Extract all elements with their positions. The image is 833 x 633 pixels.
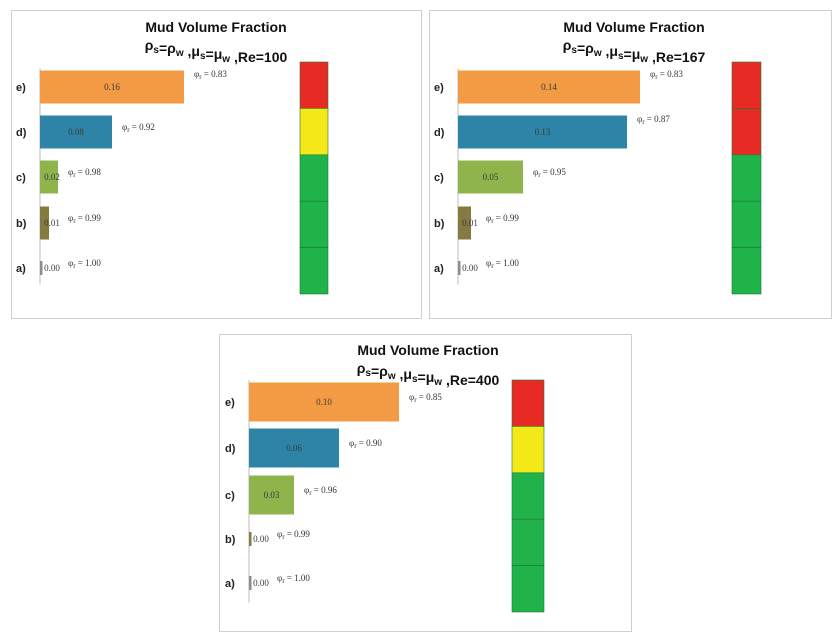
bar-chart-re167: Mud Volume Fraction ρs=ρw ,μs=μw ,Re=167 a…: [434, 19, 762, 295]
indicator-cell: [299, 154, 329, 202]
category-label: c): [16, 172, 26, 184]
chart-title: Mud Volume Fraction: [563, 19, 704, 35]
chart-subtitle: ρs=ρw ,μs=μw ,Re=400: [357, 360, 500, 388]
category-label: a): [225, 578, 235, 590]
indicator-cell: [299, 108, 329, 156]
value-label: 0.08: [68, 127, 84, 137]
category-label: d): [434, 127, 445, 139]
phi-label: φr = 0.92: [122, 122, 155, 134]
indicator-cell: [299, 200, 329, 248]
category-label: e): [434, 82, 444, 94]
bar-c: [40, 160, 58, 194]
bar-b: [458, 206, 471, 240]
bar-c: [249, 475, 294, 515]
value-label: 0.00: [253, 534, 269, 544]
bar-d: [249, 428, 339, 468]
category-label: c): [434, 172, 444, 184]
bar-d: [40, 115, 112, 149]
chart-title: Mud Volume Fraction: [357, 342, 498, 358]
indicator-cell: [511, 518, 545, 566]
value-label: 0.01: [44, 218, 60, 228]
phi-label: φr = 0.98: [68, 167, 101, 179]
phi-label: φr = 0.90: [349, 438, 382, 450]
bar-c: [458, 160, 523, 194]
indicator-cell: [731, 154, 762, 202]
indicator-cell: [299, 61, 329, 109]
phi-label: φr = 0.87: [637, 114, 670, 126]
bar-chart-re400: Mud Volume Fraction ρs=ρw ,μs=μw ,Re=400 a…: [225, 342, 545, 613]
phi-label: φr = 1.00: [486, 258, 519, 270]
bar-e: [249, 382, 399, 422]
chart-panel-re167: Mud Volume Fraction ρs=ρw ,μs=μw ,Re=167 a…: [429, 10, 832, 319]
bar-b: [249, 532, 252, 546]
bar-a: [249, 576, 252, 590]
category-label: d): [16, 127, 27, 139]
chart-title: Mud Volume Fraction: [145, 19, 286, 35]
value-label: 0.13: [535, 127, 551, 137]
indicator-cell: [731, 61, 762, 109]
indicator-cell: [731, 108, 762, 156]
category-label: b): [225, 534, 236, 546]
indicator-cell: [731, 200, 762, 248]
value-label: 0.06: [286, 443, 302, 453]
indicator-cell: [511, 379, 545, 427]
phi-label: φr = 0.99: [486, 213, 519, 225]
indicator-cell: [299, 247, 329, 295]
chart-panel-re100: Mud Volume Fraction ρs=ρw ,μs=μw ,Re=100 a…: [11, 10, 422, 319]
value-label: 0.00: [462, 263, 478, 273]
value-label: 0.05: [483, 172, 499, 182]
phi-label: φr = 1.00: [277, 573, 310, 585]
value-label: 0.02: [44, 172, 60, 182]
phi-label: φr = 0.85: [409, 392, 442, 404]
indicator-cell: [511, 472, 545, 520]
value-label: 0.14: [541, 82, 557, 92]
bar-e: [458, 70, 640, 104]
phi-label: φr = 0.83: [194, 69, 227, 81]
value-label: 0.10: [316, 397, 332, 407]
category-label: b): [16, 218, 27, 230]
chart-panel-re400: Mud Volume Fraction ρs=ρw ,μs=μw ,Re=400 a…: [219, 334, 632, 632]
phi-label: φr = 0.99: [68, 213, 101, 225]
category-label: d): [225, 443, 236, 455]
value-label: 0.00: [253, 578, 269, 588]
indicator-cell: [511, 565, 545, 613]
bar-d: [458, 115, 627, 149]
category-label: a): [16, 263, 26, 275]
bar-b: [40, 206, 49, 240]
chart-subtitle: ρs=ρw ,μs=μw ,Re=167: [563, 37, 706, 65]
category-label: e): [16, 82, 26, 94]
indicator-cell: [511, 426, 545, 474]
bar-e: [40, 70, 184, 104]
bar-a: [40, 261, 43, 275]
category-label: a): [434, 263, 444, 275]
indicator-cell: [731, 247, 762, 295]
value-label: 0.00: [44, 263, 60, 273]
value-label: 0.01: [462, 218, 478, 228]
phi-label: φr = 0.95: [533, 167, 566, 179]
phi-label: φr = 1.00: [68, 258, 101, 270]
category-label: c): [225, 490, 235, 502]
value-label: 0.03: [264, 490, 280, 500]
bar-chart-re100: Mud Volume Fraction ρs=ρw ,μs=μw ,Re=100 a…: [16, 19, 329, 295]
phi-label: φr = 0.83: [650, 69, 683, 81]
phi-label: φr = 0.96: [304, 485, 337, 497]
bar-a: [458, 261, 461, 275]
phi-label: φr = 0.99: [277, 529, 310, 541]
category-label: e): [225, 397, 235, 409]
value-label: 0.16: [104, 82, 120, 92]
chart-subtitle: ρs=ρw ,μs=μw ,Re=100: [145, 37, 288, 65]
category-label: b): [434, 218, 445, 230]
